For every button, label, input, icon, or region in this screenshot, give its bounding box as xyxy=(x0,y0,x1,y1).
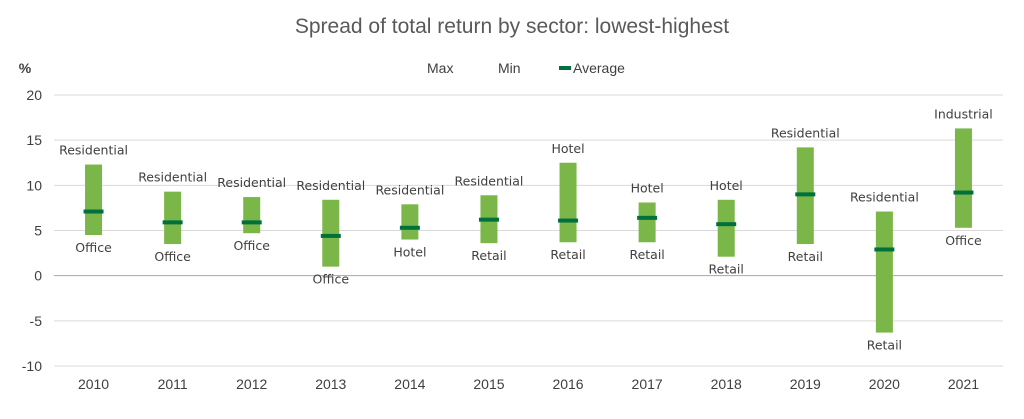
min-sector-label: Office xyxy=(75,240,112,255)
max-sector-label: Hotel xyxy=(710,178,743,193)
average-marker xyxy=(795,192,816,197)
range-bar xyxy=(401,204,419,240)
range-bar xyxy=(164,191,182,245)
min-sector-label: Retail xyxy=(471,248,506,263)
average-marker xyxy=(953,190,974,195)
max-sector-label: Residential xyxy=(59,143,128,158)
average-marker xyxy=(716,222,737,227)
average-marker xyxy=(399,225,420,230)
x-tick-label: 2021 xyxy=(948,376,979,392)
average-marker xyxy=(320,233,341,238)
max-sector-label: Residential xyxy=(296,178,365,193)
x-tick-label: 2010 xyxy=(78,376,109,392)
x-tick-label: 2013 xyxy=(315,376,346,392)
min-sector-label: Office xyxy=(313,272,350,287)
average-marker xyxy=(478,217,499,222)
min-sector-label: Retail xyxy=(629,247,664,262)
range-bar xyxy=(243,197,261,234)
y-tick-label: 15 xyxy=(26,132,42,148)
legend-label-average: Average xyxy=(573,60,625,76)
range-bar xyxy=(875,211,893,333)
average-marker xyxy=(162,220,183,225)
max-sector-label: Residential xyxy=(850,190,919,205)
y-tick-label: -10 xyxy=(22,358,42,374)
min-sector-label: Retail xyxy=(550,247,585,262)
range-bars xyxy=(85,128,972,333)
y-tick-label: 20 xyxy=(26,87,42,103)
average-marker xyxy=(558,218,579,223)
x-tick-label: 2012 xyxy=(236,376,267,392)
average-marker xyxy=(874,247,895,252)
range-bar xyxy=(638,202,656,243)
x-tick-label: 2014 xyxy=(394,376,425,392)
range-bar xyxy=(85,164,103,236)
x-tick-label: 2020 xyxy=(869,376,900,392)
gridlines xyxy=(54,94,1003,367)
y-axis-ticks: 20 15 10 5 0 -5 -10 xyxy=(22,87,42,374)
max-sector-label: Residential xyxy=(455,173,524,188)
legend-label-min: Min xyxy=(498,60,521,76)
range-bar xyxy=(559,162,577,243)
range-bar xyxy=(954,128,972,228)
chart-title: Spread of total return by sector: lowest… xyxy=(295,15,729,38)
y-tick-label: 10 xyxy=(26,177,42,193)
y-axis-unit-label: % xyxy=(19,60,32,76)
average-marker xyxy=(637,215,658,220)
max-sector-label: Industrial xyxy=(934,106,993,121)
legend: Max Min Average xyxy=(427,60,625,76)
x-tick-label: 2018 xyxy=(711,376,742,392)
average-markers xyxy=(83,190,974,252)
max-sector-label: Residential xyxy=(771,125,840,140)
y-tick-label: 5 xyxy=(34,223,42,239)
min-sector-label: Hotel xyxy=(393,245,426,260)
min-sector-label: Office xyxy=(233,238,270,253)
data-labels: Residential Office Residential Office Reside… xyxy=(59,106,993,352)
x-tick-label: 2011 xyxy=(158,376,188,392)
max-sector-label: Residential xyxy=(138,170,207,185)
min-sector-label: Office xyxy=(945,233,982,248)
max-sector-label: Residential xyxy=(375,182,444,197)
min-sector-label: Retail xyxy=(788,249,823,264)
x-tick-label: 2015 xyxy=(473,376,504,392)
range-bar xyxy=(717,199,735,257)
x-tick-label: 2019 xyxy=(790,376,821,392)
range-bar xyxy=(322,199,340,267)
max-sector-label: Hotel xyxy=(551,141,584,156)
max-sector-label: Residential xyxy=(217,175,286,190)
average-marker xyxy=(241,220,262,225)
y-tick-label: 0 xyxy=(34,268,42,284)
x-tick-label: 2017 xyxy=(632,376,663,392)
average-marker xyxy=(83,209,104,214)
legend-label-max: Max xyxy=(427,60,453,76)
x-tick-label: 2016 xyxy=(552,376,583,392)
max-sector-label: Hotel xyxy=(631,180,664,195)
min-sector-label: Office xyxy=(154,249,191,264)
legend-swatch-average xyxy=(559,66,571,70)
min-sector-label: Retail xyxy=(867,338,902,353)
min-sector-label: Retail xyxy=(709,262,744,277)
y-tick-label: -5 xyxy=(30,313,43,329)
x-axis-ticks: 2010 2011 2012 2013 2014 2015 2016 2017 2018 2019… xyxy=(78,376,979,392)
